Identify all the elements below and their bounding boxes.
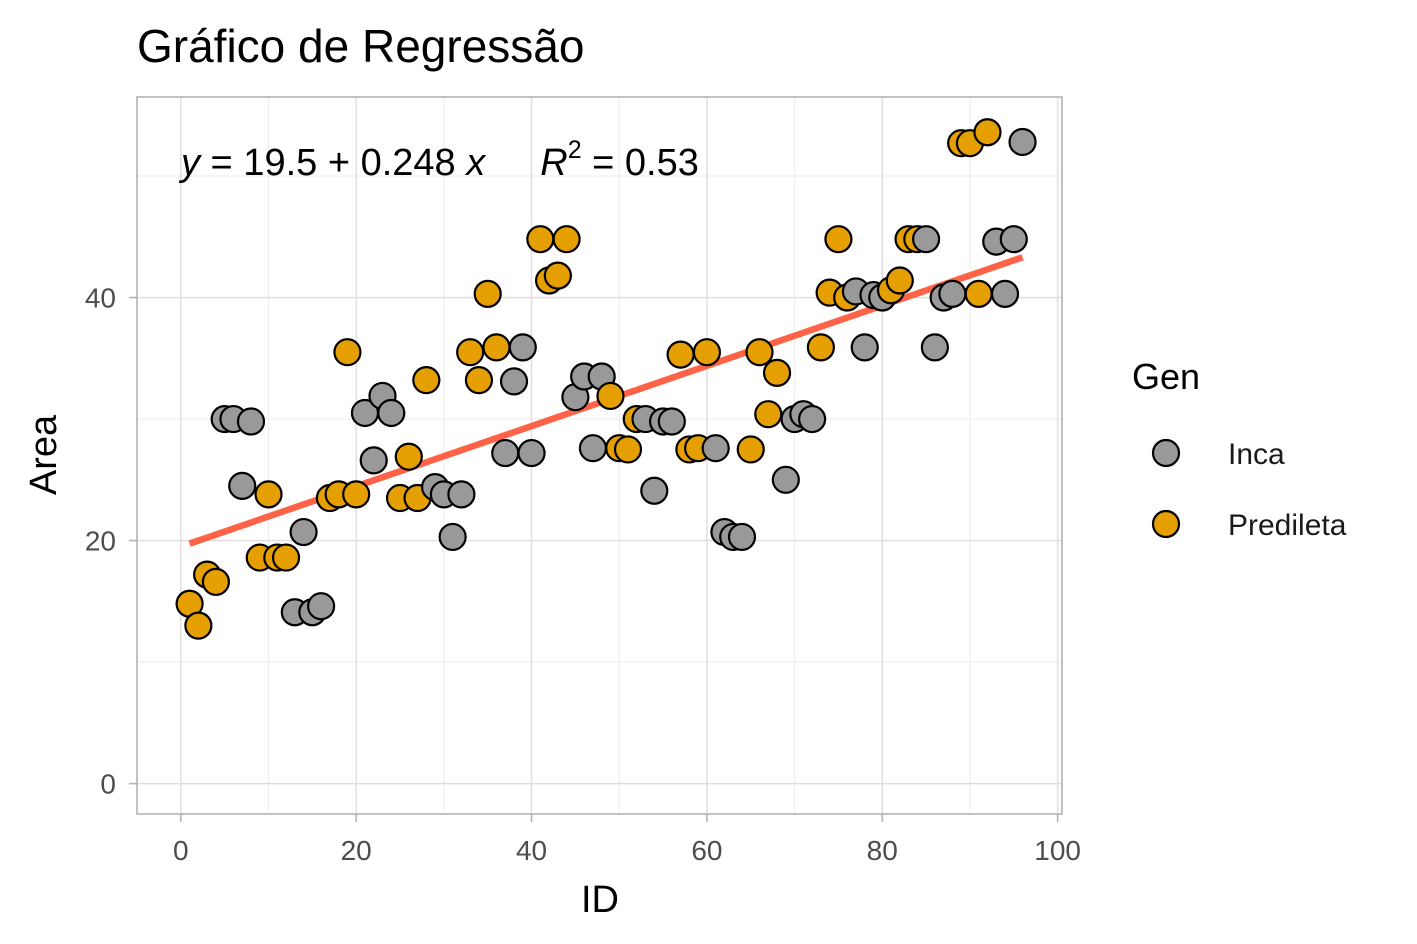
data-point-predileta — [754, 400, 783, 429]
data-point-predileta — [271, 543, 301, 572]
data-point-inca — [499, 367, 529, 396]
data-point-predileta — [482, 333, 511, 362]
grid-lines — [137, 97, 1062, 814]
data-point-predileta — [342, 480, 371, 509]
x-tick-label: 100 — [1034, 835, 1081, 866]
data-point-predileta — [596, 381, 625, 411]
data-point-inca — [701, 434, 730, 463]
data-point-predileta — [666, 340, 695, 369]
x-tick-label: 40 — [516, 835, 547, 866]
data-point-predileta — [464, 366, 494, 395]
y-tick-label: 20 — [85, 526, 116, 557]
data-point-predileta — [824, 225, 853, 254]
data-point-predileta — [184, 611, 213, 640]
data-point-inca — [798, 404, 827, 434]
data-point-inca — [491, 438, 520, 468]
data-point-inca — [938, 279, 967, 308]
data-point-inca — [911, 225, 941, 254]
x-tick-label: 60 — [691, 835, 722, 866]
data-point-predileta — [473, 279, 502, 308]
data-point-predileta — [973, 118, 1002, 147]
data-point-inca — [307, 592, 336, 621]
legend-key-predileta — [1151, 509, 1181, 539]
data-point-predileta — [885, 266, 914, 295]
data-point-inca — [359, 446, 388, 475]
data-point-predileta — [806, 333, 835, 362]
data-point-predileta — [526, 225, 555, 254]
data-point-inca — [438, 522, 467, 552]
data-point-predileta — [333, 338, 362, 367]
x-tick-label: 20 — [341, 835, 372, 866]
data-point-inca — [920, 333, 949, 362]
x-tick-label: 0 — [173, 835, 189, 866]
legend-label-inca: Inca — [1228, 438, 1285, 471]
y-tick-label: 0 — [100, 769, 116, 800]
data-point-inca — [990, 279, 1020, 308]
data-point-inca — [771, 465, 800, 494]
legend-label-predileta: Predileta — [1228, 509, 1347, 542]
panel-border — [136, 96, 1063, 815]
x-axis-title: ID — [581, 879, 619, 921]
data-point-inca — [508, 333, 537, 362]
data-point-inca — [228, 471, 257, 500]
data-point-predileta — [394, 442, 423, 471]
data-point-inca — [578, 434, 608, 463]
data-point-inca — [657, 407, 686, 436]
data-point-predileta — [543, 261, 572, 290]
data-point-inca — [850, 333, 879, 362]
data-point-inca — [999, 225, 1028, 254]
legend: Gen Inca Predileta — [1132, 356, 1347, 542]
data-point-predileta — [552, 225, 581, 254]
legend-key-inca — [1151, 438, 1181, 468]
y-axis-title: Area — [23, 414, 65, 495]
data-points — [175, 118, 1037, 640]
axis-ticks: 0 20 40 60 80 100 0 20 40 — [85, 283, 1081, 866]
data-point-inca — [727, 522, 757, 552]
data-point-predileta — [254, 480, 283, 509]
data-point-predileta — [736, 435, 765, 464]
regression-equation: y = 19.5 + 0.248 x R2 = 0.53 — [178, 136, 699, 184]
data-point-predileta — [613, 435, 643, 464]
data-point-inca — [289, 517, 318, 547]
data-point-inca — [447, 480, 476, 509]
data-point-inca — [236, 407, 266, 436]
data-point-inca — [517, 438, 546, 468]
data-point-inca — [1008, 127, 1037, 157]
data-point-predileta — [412, 366, 441, 395]
chart-title: Gráfico de Regressão — [137, 20, 584, 72]
data-point-predileta — [745, 338, 774, 367]
data-point-predileta — [964, 279, 993, 308]
y-tick-label: 40 — [85, 283, 116, 314]
legend-title: Gen — [1132, 356, 1200, 397]
data-point-predileta — [762, 358, 792, 387]
data-point-inca — [640, 476, 669, 505]
data-point-predileta — [456, 338, 485, 367]
data-point-predileta — [201, 567, 231, 596]
data-point-predileta — [692, 338, 722, 367]
x-tick-label: 80 — [867, 835, 898, 866]
data-point-inca — [377, 398, 406, 428]
